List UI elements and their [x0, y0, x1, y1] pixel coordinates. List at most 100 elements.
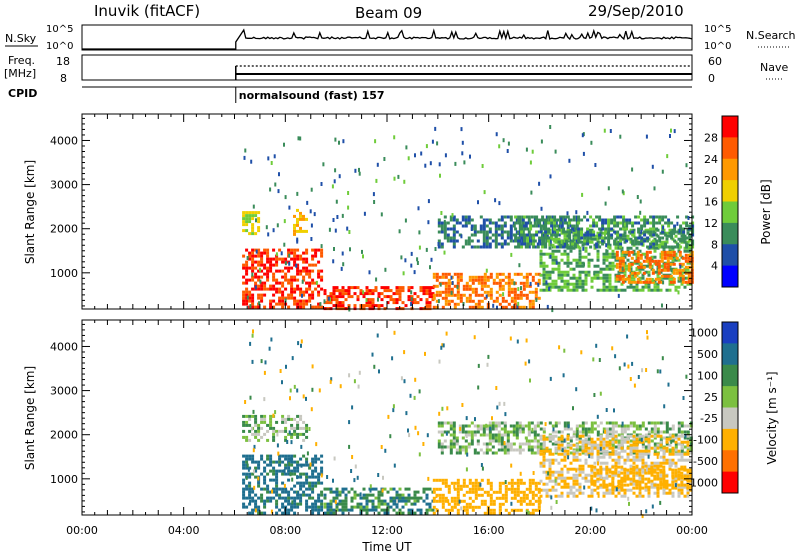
heatmap-cell: [527, 215, 531, 219]
heatmap-cell: [320, 248, 324, 252]
heatmap-cell: [580, 233, 584, 237]
heatmap-cell: [461, 140, 464, 145]
heatmap-cell: [596, 237, 600, 241]
heatmap-cell: [648, 280, 652, 284]
heatmap-cell: [516, 304, 519, 309]
heatmap-cell: [359, 492, 362, 497]
heatmap-cell: [254, 432, 258, 436]
heatmap-cell: [614, 421, 618, 425]
heatmap-cell: [634, 239, 638, 243]
heatmap-cell: [501, 502, 505, 506]
heatmap-cell: [401, 301, 405, 305]
heatmap-cell: [548, 276, 552, 280]
heatmap-cell: [686, 445, 690, 449]
heatmap-cell: [536, 442, 540, 446]
heatmap-cell: [683, 465, 687, 469]
heatmap-cell: [640, 236, 644, 240]
heatmap-cell: [407, 493, 411, 497]
heatmap-cell: [516, 508, 520, 512]
heatmap-cell: [455, 451, 459, 455]
heatmap-cell: [628, 218, 632, 222]
heatmap-cell: [516, 487, 520, 491]
heatmap-cell: [495, 275, 499, 279]
heatmap-cell: [338, 490, 342, 494]
heatmap-cell: [296, 248, 300, 252]
heatmap-cell: [557, 443, 561, 447]
heatmap-cell: [251, 305, 255, 309]
heatmap-cell: [593, 264, 597, 268]
heatmap-cell: [590, 421, 594, 425]
heatmap-cell: [527, 442, 531, 446]
heatmap-cell: [504, 484, 508, 488]
heatmap-cell: [677, 452, 681, 456]
heatmap-cell: [608, 491, 612, 495]
heatmap-cell: [649, 227, 653, 231]
heatmap-cell: [534, 287, 538, 291]
heatmap-cell: [607, 224, 611, 228]
heatmap-cell: [547, 239, 551, 243]
heatmap-cell: [431, 292, 435, 296]
heatmap-cell: [638, 494, 642, 498]
heatmap-cell: [593, 246, 597, 250]
heatmap-cell: [629, 282, 633, 286]
heatmap-cell: [518, 448, 522, 452]
heatmap-cell: [290, 284, 294, 288]
heatmap-cell: [461, 427, 465, 431]
heatmap-cell: [513, 290, 517, 294]
heatmap-cell: [517, 301, 520, 306]
heatmap-cell: [689, 421, 693, 425]
heatmap-cell: [260, 281, 264, 285]
heatmap-cell: [290, 469, 294, 473]
heatmap-cell: [441, 272, 445, 276]
heatmap-cell: [674, 258, 678, 262]
heatmap-cell: [593, 243, 597, 247]
heatmap-cell: [615, 274, 619, 278]
heatmap-cell: [439, 173, 441, 178]
heatmap-cell: [624, 277, 628, 281]
heatmap-cell: [584, 249, 588, 253]
heatmap-cell: [305, 435, 309, 439]
heatmap-cell: [293, 490, 297, 494]
heatmap-cell: [671, 486, 675, 490]
heatmap-cell: [438, 478, 442, 482]
heatmap-cell: [686, 249, 690, 253]
heatmap-cell: [554, 458, 558, 462]
heatmap-cell: [683, 285, 687, 289]
heatmap-cell: [308, 496, 312, 500]
heatmap-cell: [487, 354, 490, 359]
heatmap-cell: [542, 470, 546, 474]
heatmap-cell: [480, 502, 484, 506]
heatmap-cell: [501, 287, 505, 291]
heatmap-cell: [639, 256, 643, 260]
heatmap-cell: [311, 296, 315, 300]
heatmap-cell: [320, 254, 324, 258]
heatmap-cell: [659, 500, 662, 505]
heatmap-cell: [596, 446, 600, 450]
heatmap-cell: [638, 434, 642, 438]
heatmap-cell: [665, 427, 669, 431]
heatmap-cell: [526, 233, 530, 237]
heatmap-cell: [467, 239, 471, 243]
heatmap-cell: [335, 490, 339, 494]
heatmap-cell: [404, 502, 408, 506]
heatmap-cell: [636, 280, 640, 284]
heatmap-cell: [520, 245, 524, 249]
heatmap-cell: [623, 488, 627, 492]
heatmap-cell: [305, 499, 309, 503]
heatmap-cell: [593, 465, 597, 469]
heatmap-cell: [599, 465, 603, 469]
heatmap-cell: [587, 430, 591, 434]
heatmap-cell: [664, 242, 668, 246]
heatmap-cell: [500, 227, 504, 231]
heatmap-cell: [492, 299, 496, 303]
heatmap-cell: [551, 488, 555, 492]
heatmap-cell: [269, 460, 273, 464]
heatmap-cell: [668, 427, 672, 431]
heatmap-cell: [302, 394, 305, 399]
heatmap-cell: [314, 508, 318, 512]
heatmap-cell: [627, 253, 631, 257]
heatmap-cell: [641, 458, 645, 462]
heatmap-cell: [311, 248, 315, 252]
heatmap-cell: [291, 477, 294, 482]
heatmap-cell: [452, 233, 456, 237]
